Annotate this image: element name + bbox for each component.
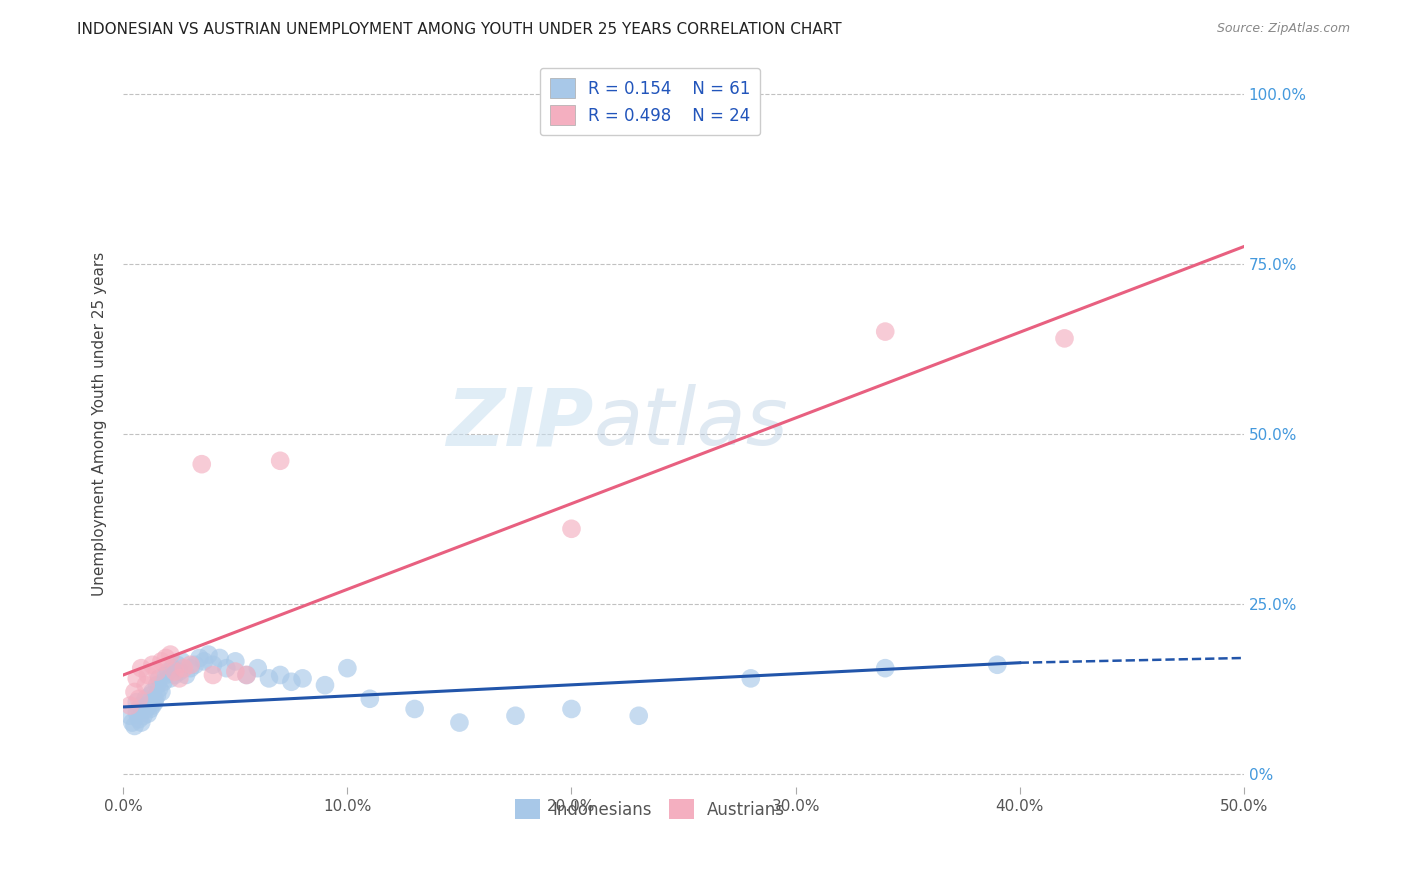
Point <box>152 674 174 689</box>
Point <box>132 708 155 723</box>
Point <box>269 668 291 682</box>
Point <box>124 685 146 699</box>
Point <box>560 702 582 716</box>
Point <box>163 668 186 682</box>
Point <box>190 457 212 471</box>
Point <box>150 654 173 668</box>
Point <box>136 706 159 721</box>
Point <box>139 702 162 716</box>
Point <box>208 651 231 665</box>
Point <box>173 661 195 675</box>
Point <box>143 695 166 709</box>
Point <box>449 715 471 730</box>
Point <box>246 661 269 675</box>
Point <box>121 715 143 730</box>
Point <box>129 661 152 675</box>
Point <box>875 661 897 675</box>
Point <box>627 708 650 723</box>
Point <box>125 695 148 709</box>
Point <box>986 657 1008 672</box>
Point <box>118 708 141 723</box>
Point <box>174 668 197 682</box>
Point <box>128 702 150 716</box>
Point <box>291 672 314 686</box>
Point <box>146 665 169 679</box>
Point <box>269 454 291 468</box>
Point <box>197 648 219 662</box>
Point <box>135 691 157 706</box>
Point <box>162 661 184 675</box>
Point <box>215 661 238 675</box>
Text: Source: ZipAtlas.com: Source: ZipAtlas.com <box>1216 22 1350 36</box>
Point <box>129 698 152 713</box>
Point <box>169 672 191 686</box>
Point <box>166 657 188 672</box>
Point <box>141 698 163 713</box>
Point <box>193 654 215 668</box>
Point <box>139 689 162 703</box>
Point <box>128 691 150 706</box>
Point <box>146 689 169 703</box>
Point <box>125 672 148 686</box>
Point <box>118 698 141 713</box>
Point <box>224 654 246 668</box>
Point <box>280 674 302 689</box>
Point <box>150 685 173 699</box>
Point <box>359 691 381 706</box>
Point <box>125 706 148 720</box>
Point <box>169 665 191 679</box>
Point <box>136 668 159 682</box>
Point <box>129 715 152 730</box>
Text: INDONESIAN VS AUSTRIAN UNEMPLOYMENT AMONG YOUTH UNDER 25 YEARS CORRELATION CHART: INDONESIAN VS AUSTRIAN UNEMPLOYMENT AMON… <box>77 22 842 37</box>
Point <box>180 657 202 672</box>
Point <box>170 654 193 668</box>
Point <box>180 661 202 675</box>
Point <box>159 648 181 662</box>
Point <box>235 668 257 682</box>
Text: atlas: atlas <box>593 384 789 462</box>
Point <box>163 665 186 679</box>
Point <box>184 657 207 672</box>
Point <box>135 678 157 692</box>
Point <box>141 657 163 672</box>
Point <box>314 678 336 692</box>
Point <box>235 668 257 682</box>
Point <box>224 665 246 679</box>
Y-axis label: Unemployment Among Youth under 25 years: Unemployment Among Youth under 25 years <box>93 252 107 596</box>
Point <box>201 657 224 672</box>
Point <box>148 681 170 696</box>
Text: ZIP: ZIP <box>447 384 593 462</box>
Point <box>155 651 177 665</box>
Point <box>136 698 159 713</box>
Point <box>124 719 146 733</box>
Point <box>148 672 170 686</box>
Point <box>336 661 359 675</box>
Point <box>155 668 177 682</box>
Point <box>128 712 150 726</box>
Point <box>157 665 180 679</box>
Point <box>188 651 211 665</box>
Point <box>159 672 181 686</box>
Point <box>740 672 762 686</box>
Point <box>257 672 280 686</box>
Point <box>141 685 163 699</box>
Point <box>560 522 582 536</box>
Point <box>505 708 527 723</box>
Legend: Indonesians, Austrians: Indonesians, Austrians <box>508 792 792 826</box>
Point <box>146 678 169 692</box>
Point <box>1053 331 1076 345</box>
Point <box>404 702 426 716</box>
Point <box>143 691 166 706</box>
Point <box>201 668 224 682</box>
Point <box>875 325 897 339</box>
Point <box>135 702 157 716</box>
